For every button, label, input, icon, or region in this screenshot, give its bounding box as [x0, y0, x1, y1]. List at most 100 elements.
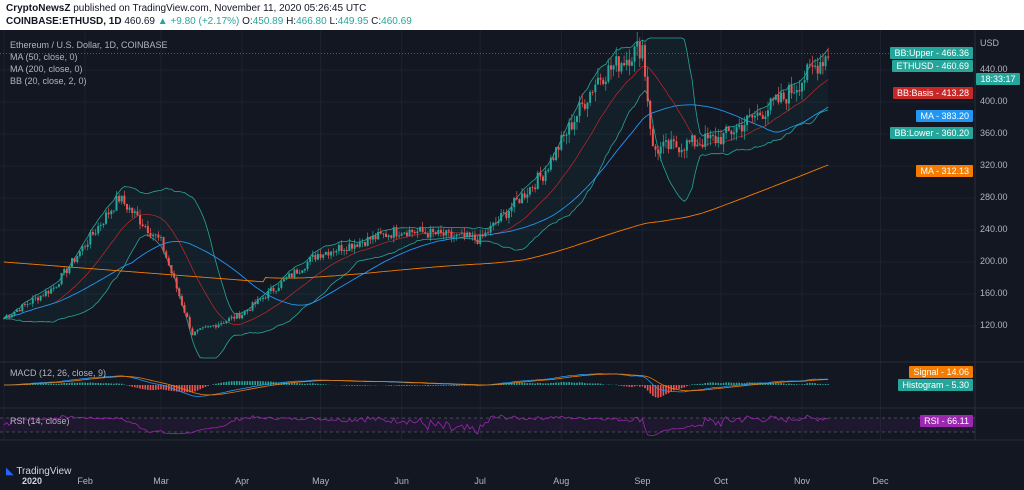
- macd-histogram-bar: [192, 385, 194, 392]
- candle-body: [299, 273, 301, 274]
- candle-body: [563, 135, 565, 136]
- y-unit-label: USD: [980, 38, 999, 48]
- macd-histogram-bar: [592, 383, 594, 385]
- macd-histogram-bar: [411, 385, 413, 386]
- candle-body: [780, 93, 782, 103]
- candle-body: [89, 232, 91, 245]
- macd-histogram-bar: [301, 384, 303, 385]
- candle-body: [620, 63, 622, 71]
- candle-body: [293, 270, 295, 277]
- candle-body: [469, 233, 471, 237]
- macd-histogram-bar: [404, 385, 406, 386]
- candle-body: [129, 208, 131, 210]
- candle-body: [262, 298, 264, 299]
- candle-body: [615, 56, 617, 65]
- candle-body: [87, 245, 89, 247]
- candle-body: [123, 196, 125, 204]
- close-label: C:: [371, 16, 381, 27]
- candle-body: [228, 318, 230, 321]
- candle-body: [741, 125, 743, 131]
- macd-histogram-bar: [118, 384, 120, 385]
- tradingview-logo[interactable]: ◣ TradingView: [6, 466, 71, 477]
- candle-body: [804, 80, 806, 82]
- candle-body: [288, 274, 290, 278]
- candle-body: [772, 98, 774, 100]
- candle-body: [712, 135, 714, 136]
- candle-body: [126, 204, 128, 210]
- macd-histogram-bar: [461, 385, 463, 386]
- candle-body: [105, 213, 107, 224]
- price-chart-svg[interactable]: [0, 30, 1024, 485]
- candle-body: [490, 226, 492, 233]
- candle-body: [806, 64, 808, 80]
- candle-body: [406, 233, 408, 236]
- macd-histogram-bar: [129, 385, 131, 386]
- candle-body: [385, 234, 387, 237]
- candle-body: [81, 246, 83, 251]
- candle-body: [186, 313, 188, 317]
- tradingview-brand: TradingView: [16, 466, 71, 477]
- macd-histogram-bar: [707, 383, 709, 385]
- macd-histogram-bar: [430, 385, 432, 386]
- candle-body: [762, 115, 764, 119]
- macd-histogram-bar: [626, 385, 628, 386]
- candle-body: [76, 256, 78, 262]
- ma50-badge: MA - 383.20: [916, 110, 973, 122]
- macd-histogram-bar: [247, 381, 249, 385]
- candle-body: [730, 131, 732, 134]
- chart-area[interactable]: Ethereum / U.S. Dollar, 1D, COINBASE MA …: [0, 30, 1024, 485]
- macd-histogram-bar: [42, 384, 44, 385]
- macd-histogram-bar: [131, 385, 133, 387]
- candle-body: [717, 137, 719, 143]
- macd-histogram-bar: [579, 382, 581, 385]
- candle-body: [199, 328, 201, 330]
- candle-body: [589, 92, 591, 103]
- macd-histogram-bar: [521, 383, 523, 385]
- candle-body: [220, 323, 222, 324]
- candle-body: [403, 233, 405, 234]
- candle-body: [241, 315, 243, 318]
- macd-histogram-bar: [534, 383, 536, 385]
- candle-body: [218, 325, 220, 328]
- candle-body: [184, 305, 186, 313]
- macd-histogram-bar: [681, 385, 683, 388]
- y-tick-label: 240.00: [980, 224, 1008, 234]
- candle-body: [775, 95, 777, 100]
- candle-body: [270, 288, 272, 291]
- candle-body: [409, 230, 411, 236]
- macd-histogram-bar: [409, 385, 411, 386]
- candle-body: [479, 234, 481, 244]
- candle-body: [586, 103, 588, 109]
- candle-body: [121, 196, 123, 202]
- candle-body: [566, 135, 568, 136]
- candle-body: [131, 208, 133, 213]
- candle-body: [3, 318, 5, 319]
- macd-histogram-bar: [213, 384, 215, 385]
- candle-body: [545, 171, 547, 181]
- candle-body: [463, 233, 465, 237]
- author-name: CryptoNewsZ: [6, 3, 70, 14]
- high-label: H:: [286, 16, 296, 27]
- publish-header: CryptoNewsZ published on TradingView.com…: [0, 0, 1024, 30]
- candle-body: [246, 310, 248, 311]
- macd-histogram-bar: [356, 385, 358, 386]
- macd-histogram-bar: [155, 385, 157, 390]
- candle-body: [796, 90, 798, 92]
- candle-body: [550, 158, 552, 170]
- candle-body: [649, 101, 651, 129]
- candle-body: [749, 115, 751, 116]
- candle-body: [513, 198, 515, 208]
- macd-histogram-bar: [668, 385, 670, 393]
- candle-body: [291, 274, 293, 278]
- candle-body: [628, 60, 630, 66]
- candle-body: [42, 296, 44, 297]
- macd-histogram-bar: [257, 381, 259, 385]
- candle-body: [301, 270, 303, 272]
- candle-body: [351, 244, 353, 249]
- candle-body: [280, 281, 282, 288]
- candle-body: [532, 187, 534, 188]
- candle-body: [197, 330, 199, 332]
- macd-histogram-bar: [150, 385, 152, 390]
- candle-body: [19, 310, 21, 311]
- candle-body: [429, 229, 431, 237]
